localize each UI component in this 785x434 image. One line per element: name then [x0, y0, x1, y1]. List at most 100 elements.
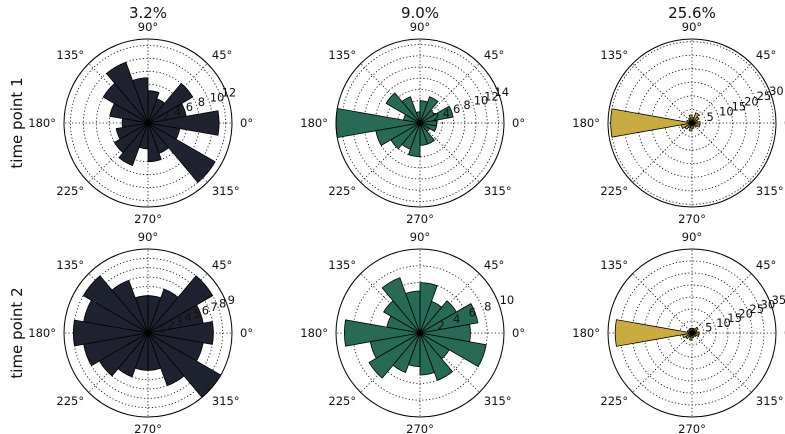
angle-tick-label: 225°	[600, 184, 628, 198]
angle-tick-label: 315°	[484, 184, 512, 198]
polar-bar	[385, 92, 421, 124]
angle-tick-label: 270°	[678, 212, 706, 226]
polar-bar	[419, 332, 487, 368]
radial-gridline	[650, 81, 734, 165]
radial-tick-label: 5	[705, 320, 712, 334]
radial-tick-label: 15	[732, 99, 747, 113]
polar-bar	[368, 332, 421, 379]
radial-tick-label: 10	[474, 94, 489, 108]
polar-bar	[381, 277, 421, 334]
polar-bar	[105, 61, 149, 124]
polar-bar	[147, 122, 181, 140]
angular-gridline	[419, 122, 480, 183]
radial-tick-label: 1	[159, 321, 166, 335]
radial-tick-label: 8	[463, 98, 470, 112]
column-title: 9.0%	[401, 4, 439, 22]
angle-tick-label: 45°	[756, 258, 776, 272]
polar-bar	[407, 122, 421, 158]
angle-tick-label: 315°	[756, 394, 784, 408]
angle-tick-label: 225°	[600, 394, 628, 408]
angle-tick-label: 180°	[572, 326, 600, 340]
angle-tick-label: 180°	[28, 326, 56, 340]
radial-tick-label: 5	[193, 307, 200, 321]
polar-bar	[419, 332, 453, 381]
polar-bar	[419, 300, 457, 334]
polar-frame	[63, 38, 233, 208]
radial-gridline	[678, 109, 706, 137]
radial-tick-label: 10	[719, 105, 734, 119]
radial-gridline	[385, 89, 454, 157]
row-label: time point 2	[8, 287, 26, 378]
angle-tick-label: 180°	[300, 116, 328, 130]
polar-bar	[614, 319, 693, 347]
angle-tick-label: 270°	[678, 422, 706, 434]
angle-tick-label: 270°	[406, 422, 434, 434]
polar-bar	[82, 275, 149, 334]
polar-bar	[147, 332, 204, 362]
angle-tick-label: 135°	[328, 48, 356, 62]
angular-gridline	[691, 122, 752, 183]
radial-tick-label: 8	[198, 95, 205, 109]
angle-tick-label: 270°	[406, 212, 434, 226]
angular-gridline	[691, 63, 752, 124]
radial-tick-label: 25	[757, 89, 772, 103]
radial-gridline	[363, 66, 477, 180]
angle-tick-label: 315°	[212, 184, 240, 198]
radial-tick-label: 12	[222, 85, 237, 99]
angle-tick-label: 45°	[484, 258, 504, 272]
radial-tick-label: 2	[432, 111, 439, 125]
radial-tick-label: 6	[469, 306, 476, 320]
radial-tick-label: 3	[176, 314, 183, 328]
polar-bar	[118, 122, 149, 167]
radial-gridline	[664, 95, 720, 151]
radial-tick-label: 6	[202, 304, 209, 318]
polar-bar	[691, 112, 700, 124]
polar-bar	[109, 103, 149, 124]
radial-gridline	[637, 68, 747, 178]
radial-tick-label: 2	[167, 318, 174, 332]
angle-tick-label: 180°	[28, 116, 56, 130]
radial-tick-label: 6	[453, 102, 460, 116]
radial-tick-label: 6	[186, 100, 193, 114]
angle-tick-label: 45°	[212, 48, 232, 62]
polar-bar	[383, 300, 421, 334]
angle-tick-label: 135°	[328, 258, 356, 272]
angle-tick-label: 45°	[484, 48, 504, 62]
polar-bar	[419, 96, 439, 124]
angle-tick-label: 135°	[56, 258, 84, 272]
polar-bar	[375, 122, 421, 146]
polar-bar	[147, 275, 214, 334]
angle-tick-label: 315°	[212, 394, 240, 408]
polar-frame	[607, 38, 777, 208]
radial-tick-label: 2	[438, 319, 445, 333]
angle-tick-label: 45°	[756, 48, 776, 62]
angle-tick-label: 225°	[56, 184, 84, 198]
angle-tick-label: 0°	[240, 116, 253, 130]
angle-tick-label: 135°	[600, 48, 628, 62]
radial-gridline	[623, 54, 761, 192]
polar-bar	[610, 108, 693, 138]
angle-tick-label: 180°	[300, 326, 328, 340]
angle-tick-label: 90°	[682, 20, 702, 34]
radial-tick-label: 8	[484, 299, 491, 313]
radial-tick-label: 4	[185, 311, 192, 325]
column-title: 25.6%	[668, 4, 716, 22]
angular-gridline	[632, 273, 693, 334]
angular-gridline	[632, 63, 693, 124]
radial-tick-label: 25	[749, 302, 764, 316]
angle-tick-label: 90°	[138, 230, 158, 244]
radial-tick-label: 10	[716, 316, 731, 330]
polar-frame	[335, 248, 505, 418]
polar-bar	[419, 122, 435, 145]
polar-bar	[147, 110, 220, 136]
polar-bar	[392, 332, 421, 373]
angle-tick-label: 315°	[756, 184, 784, 198]
row-label: time point 1	[8, 77, 26, 168]
radial-tick-label: 4	[443, 106, 450, 120]
polar-bar	[147, 82, 194, 124]
polar-bar	[691, 122, 701, 128]
polar-frame	[335, 38, 505, 208]
